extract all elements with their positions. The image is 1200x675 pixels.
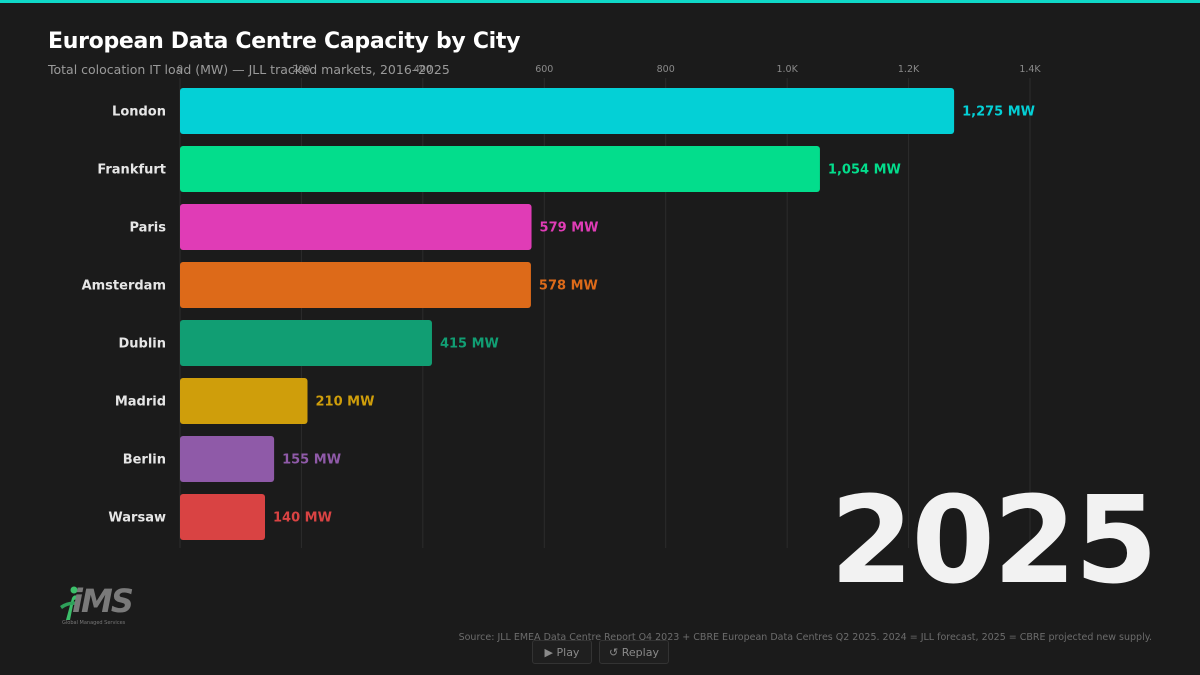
x-tick-label: 1.2K [898,64,920,75]
replay-button[interactable]: ↺ Replay [599,640,669,664]
x-tick-label: 800 [657,64,675,75]
chart-subtitle: Total colocation IT load (MW) — JLL trac… [48,62,450,77]
category-label: Warsaw [108,511,166,526]
bar-paris [180,204,532,250]
value-label: 578 MW [539,279,598,294]
bar-warsaw [180,494,265,540]
category-label: Dublin [118,337,166,352]
year-indicator: 2025 [830,472,1158,611]
category-label: Paris [129,221,166,236]
category-labels: London Frankfurt Paris Amsterdam Dublin Madri… [82,105,167,526]
value-label: 155 MW [282,453,341,468]
bar-madrid [180,378,308,424]
x-tick-label: 1.0K [776,64,798,75]
top-accent-bar [0,0,1200,3]
x-tick-label: 200 [292,64,310,75]
category-label: Amsterdam [82,279,166,294]
play-button[interactable]: ▶ Play [532,640,592,664]
bar-amsterdam [180,262,531,308]
value-label: 415 MW [440,337,499,352]
bar-berlin [180,436,275,482]
chart-title: European Data Centre Capacity by City [48,29,521,54]
bars [180,88,955,540]
x-axis-ticks: 0 200 400 600 800 1.0K 1.2K 1.4K [177,64,1041,75]
x-tick-label: 400 [414,64,432,75]
logo-wordmark: iMS [72,582,134,620]
logo-figure-icon [60,586,80,620]
value-label: 1,275 MW [962,105,1035,120]
x-tick-label: 0 [177,64,183,75]
x-tick-label: 600 [535,64,553,75]
category-label: Berlin [123,453,166,468]
logo-tagline: Global Managed Services [62,620,126,626]
value-labels: 1,275 MW 1,054 MW 579 MW 578 MW 415 MW 210 MW… [273,105,1035,526]
category-label: Frankfurt [97,163,166,178]
value-label: 579 MW [540,221,599,236]
bar-frankfurt [180,146,820,192]
category-label: London [112,105,166,120]
x-tick-label: 1.4K [1019,64,1041,75]
bar-dublin [180,320,432,366]
value-label: 1,054 MW [828,163,901,178]
value-label: 140 MW [273,511,332,526]
value-label: 210 MW [316,395,375,410]
company-logo: iMS Global Managed Services [58,582,138,632]
source-note: Source: JLL EMEA Data Centre Report Q4 2… [458,632,1152,643]
category-label: Madrid [115,395,166,410]
bar-london [180,88,955,134]
